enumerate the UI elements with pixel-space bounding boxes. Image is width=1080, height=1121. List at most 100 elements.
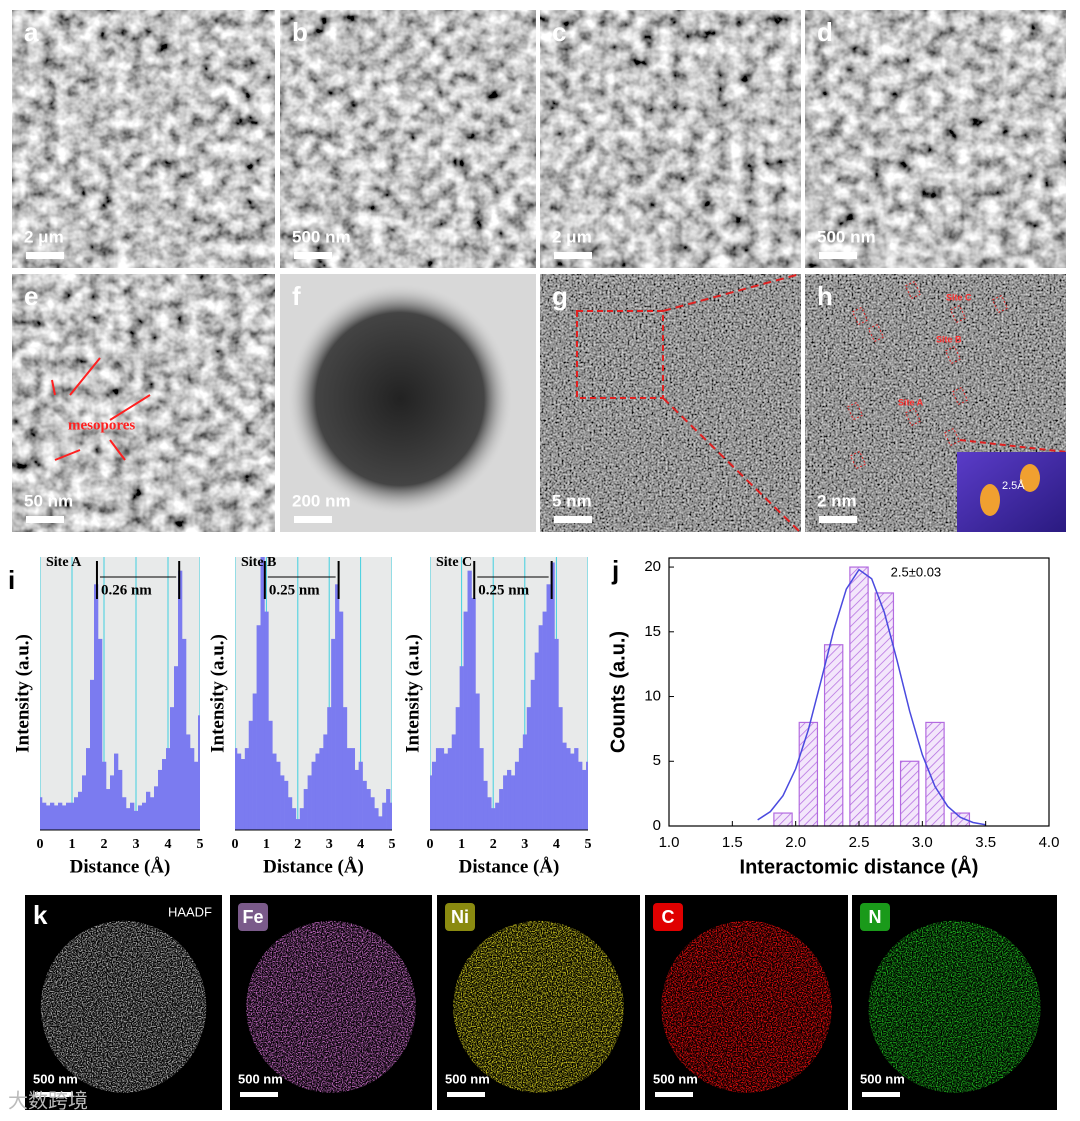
- intensity-bar: [331, 638, 336, 830]
- x-axis-label: Distance (Å): [459, 856, 560, 877]
- panel-label: g: [552, 281, 568, 311]
- eds-signal: [40, 920, 207, 1093]
- x-tick-label: 2: [101, 837, 108, 852]
- x-tick-label: 2: [490, 837, 497, 852]
- element-label: N: [869, 907, 882, 927]
- intensity-bar: [483, 780, 488, 830]
- intensity-bar: [146, 791, 151, 830]
- x-tick-label: 1: [263, 837, 270, 852]
- intensity-bar: [58, 802, 63, 830]
- intensity-bar: [170, 707, 175, 830]
- plot: [430, 557, 588, 830]
- intensity-bar: [370, 797, 375, 830]
- intensity-bar: [386, 789, 391, 830]
- intensity-bar: [154, 786, 159, 830]
- y-tick-label: 0: [653, 817, 661, 834]
- inset-label: 2.5Å: [1002, 479, 1025, 492]
- site-box: [991, 294, 1009, 314]
- micrograph: [12, 274, 275, 532]
- scale-bar-label: 500 nm: [817, 227, 876, 246]
- intensity-bar: [430, 775, 433, 830]
- intensity-bar: [54, 805, 59, 830]
- intensity-bar: [66, 802, 71, 830]
- intensity-bar: [475, 693, 480, 830]
- intensity-bar: [182, 638, 187, 830]
- intensity-bar: [455, 707, 460, 830]
- annotation: mesopores: [68, 417, 135, 433]
- intensity-bar: [499, 789, 504, 830]
- intensity-bar: [467, 570, 472, 830]
- span-label: 0.26 nm: [101, 582, 152, 598]
- intensity-bar: [70, 802, 75, 830]
- x-axis-label: Distance (Å): [263, 856, 364, 877]
- intensity-bar: [542, 611, 547, 830]
- x-tick-label: 2: [294, 837, 301, 852]
- x-tick-label: 5: [585, 837, 592, 852]
- intensity-bar: [534, 652, 539, 830]
- intensity-bar: [102, 761, 107, 830]
- intensity-bar: [546, 584, 551, 830]
- intensity-bar: [507, 769, 512, 830]
- intensity-bar: [459, 666, 464, 830]
- intensity-bar: [346, 748, 352, 830]
- intensity-bar: [339, 611, 344, 830]
- intensity-bar: [526, 707, 532, 830]
- sem-image: [280, 10, 536, 268]
- panel-label: e: [24, 281, 38, 311]
- intensity-bar: [90, 679, 95, 830]
- element-label: Fe: [242, 907, 263, 927]
- intensity-bar: [40, 797, 43, 830]
- intensity-bar: [46, 805, 51, 830]
- intensity-bar: [514, 761, 520, 830]
- scale-bar: [294, 252, 332, 259]
- scale-bar: [35, 1092, 73, 1097]
- intensity-bar: [264, 611, 269, 830]
- intensity-bar: [374, 808, 379, 830]
- intensity-bar: [463, 611, 468, 830]
- intensity-bar: [82, 775, 87, 830]
- intensity-bar: [287, 797, 293, 830]
- element-label: C: [662, 907, 675, 927]
- x-tick-label: 1.5: [722, 834, 743, 851]
- site-label: Site C: [946, 292, 972, 302]
- panel-label: i: [8, 565, 15, 595]
- sem-image: [805, 10, 1066, 268]
- intensity-bar: [256, 625, 261, 830]
- intensity-bar: [252, 693, 257, 830]
- eds-signal: [661, 920, 832, 1093]
- intensity-bar: [268, 720, 273, 830]
- zoom-line: [662, 397, 801, 533]
- y-axis-label: Intensity (a.u.): [207, 634, 228, 753]
- intensity-bar: [248, 720, 253, 830]
- eds-signal: [246, 920, 416, 1093]
- panel-label: a: [24, 17, 39, 47]
- element-badge: [238, 903, 268, 931]
- micrograph: [540, 274, 801, 532]
- intensity-bar: [390, 802, 392, 830]
- intensity-bar: [323, 734, 328, 830]
- intensity-bar: [50, 802, 55, 830]
- intensity-bar: [538, 625, 543, 830]
- intensity-bar: [276, 761, 281, 830]
- peak: [1020, 464, 1040, 492]
- x-tick-label: 4: [553, 837, 560, 852]
- x-tick-label: 1.0: [659, 834, 680, 851]
- scale-bar-label: 500 nm: [292, 227, 351, 246]
- intensity-bar: [487, 797, 492, 830]
- intensity-bar: [78, 791, 83, 830]
- intensity-bar: [86, 748, 91, 830]
- x-tick-label: 3: [326, 837, 333, 852]
- x-tick-label: 4.0: [1039, 834, 1060, 851]
- y-tick-label: 10: [644, 688, 661, 705]
- panel-label: f: [292, 281, 301, 311]
- x-tick-label: 3: [133, 837, 140, 852]
- intensity-bar: [503, 775, 508, 830]
- panel-label: c: [552, 17, 566, 47]
- element-badge: [653, 903, 683, 931]
- inset: [957, 452, 1066, 532]
- intensity-bar: [495, 802, 500, 830]
- intensity-bar: [570, 753, 575, 830]
- scale-bar-label: 50 nm: [24, 491, 73, 510]
- scale-bar: [447, 1092, 485, 1097]
- bar: [899, 760, 920, 827]
